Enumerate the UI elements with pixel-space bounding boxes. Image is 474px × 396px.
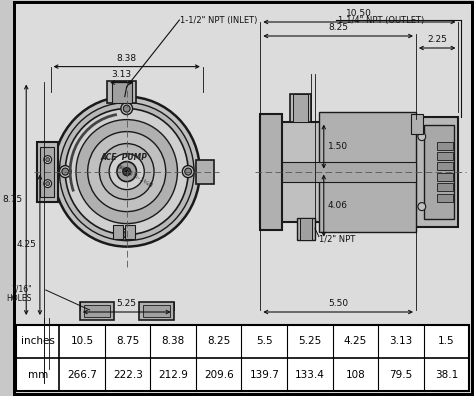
Bar — [437, 152, 453, 160]
Bar — [437, 162, 453, 170]
Circle shape — [44, 156, 52, 164]
Circle shape — [109, 154, 144, 190]
Text: 5.50: 5.50 — [328, 299, 348, 308]
Bar — [260, 114, 282, 230]
Text: 1.50: 1.50 — [328, 142, 348, 151]
Text: 8.25: 8.25 — [328, 23, 348, 32]
Text: 222.3: 222.3 — [113, 369, 143, 379]
Circle shape — [59, 166, 71, 177]
Circle shape — [123, 231, 130, 238]
Circle shape — [121, 103, 133, 114]
Bar — [80, 302, 114, 320]
Bar — [416, 116, 458, 227]
Circle shape — [54, 97, 200, 247]
Text: 1-1/2" NPT (INLET): 1-1/2" NPT (INLET) — [181, 15, 258, 25]
Bar — [37, 142, 58, 202]
Text: 8.75: 8.75 — [116, 337, 139, 346]
Bar — [290, 93, 311, 122]
Text: 1.5: 1.5 — [438, 337, 455, 346]
Circle shape — [44, 180, 52, 188]
Text: 5.25: 5.25 — [117, 299, 137, 308]
Circle shape — [182, 166, 194, 177]
Text: 8.38: 8.38 — [162, 337, 185, 346]
Text: 4.06: 4.06 — [328, 201, 347, 210]
Text: 3.13: 3.13 — [389, 337, 412, 346]
Circle shape — [88, 131, 166, 211]
Bar — [139, 302, 173, 320]
Text: ACE  PUMP: ACE PUMP — [100, 153, 147, 162]
Circle shape — [46, 158, 50, 162]
Text: 10.50: 10.50 — [346, 9, 372, 18]
Bar — [143, 305, 170, 317]
Bar — [282, 162, 416, 182]
Text: 2.25: 2.25 — [427, 35, 447, 44]
Text: 1-1/4" NPT (OUTLET): 1-1/4" NPT (OUTLET) — [338, 15, 425, 25]
Bar — [297, 217, 315, 240]
Text: 209.6: 209.6 — [204, 369, 234, 379]
Bar — [411, 114, 423, 133]
Circle shape — [76, 120, 177, 224]
Text: 3.13: 3.13 — [112, 70, 132, 78]
Bar — [437, 183, 453, 191]
Bar — [437, 194, 453, 202]
Circle shape — [100, 144, 154, 200]
Bar — [112, 81, 132, 103]
Bar — [424, 125, 455, 219]
Bar — [301, 217, 312, 240]
Bar — [40, 147, 54, 196]
Bar — [107, 81, 137, 103]
Bar — [292, 93, 308, 122]
Text: 8.38: 8.38 — [117, 53, 137, 63]
Text: 8.25: 8.25 — [207, 337, 230, 346]
Text: 4.25: 4.25 — [344, 337, 367, 346]
Text: 139.7: 139.7 — [249, 369, 279, 379]
Bar — [260, 122, 416, 222]
Bar — [437, 142, 453, 150]
Bar — [319, 112, 416, 232]
Circle shape — [123, 105, 130, 112]
Bar — [125, 225, 135, 239]
Text: 133.4: 133.4 — [295, 369, 325, 379]
Text: inches: inches — [21, 337, 55, 346]
Circle shape — [418, 203, 426, 211]
Circle shape — [62, 168, 69, 175]
Text: 266.7: 266.7 — [67, 369, 97, 379]
Text: 8.75: 8.75 — [2, 195, 22, 204]
Circle shape — [418, 133, 426, 141]
Circle shape — [117, 162, 137, 182]
Bar — [84, 305, 110, 317]
Circle shape — [125, 170, 128, 173]
Text: 5.5: 5.5 — [256, 337, 273, 346]
Text: mm: mm — [28, 369, 48, 379]
Circle shape — [65, 109, 188, 234]
Text: 212.9: 212.9 — [158, 369, 188, 379]
Circle shape — [59, 103, 194, 241]
Circle shape — [185, 168, 191, 175]
Circle shape — [46, 182, 50, 186]
Bar — [437, 173, 453, 181]
Circle shape — [121, 228, 133, 241]
Text: 1/2" NPT: 1/2" NPT — [319, 234, 355, 243]
Bar — [17, 325, 469, 391]
Text: BAC-1½-1¼B: BAC-1½-1¼B — [115, 163, 154, 188]
Text: 108: 108 — [346, 369, 365, 379]
Text: 7/16"
HOLES: 7/16" HOLES — [7, 284, 32, 303]
Bar — [113, 225, 123, 239]
Circle shape — [123, 168, 131, 175]
Text: 79.5: 79.5 — [389, 369, 412, 379]
Text: 4.25: 4.25 — [16, 240, 36, 249]
Text: 38.1: 38.1 — [435, 369, 458, 379]
Bar — [196, 160, 213, 184]
Text: 5.25: 5.25 — [298, 337, 321, 346]
Text: 10.5: 10.5 — [71, 337, 94, 346]
